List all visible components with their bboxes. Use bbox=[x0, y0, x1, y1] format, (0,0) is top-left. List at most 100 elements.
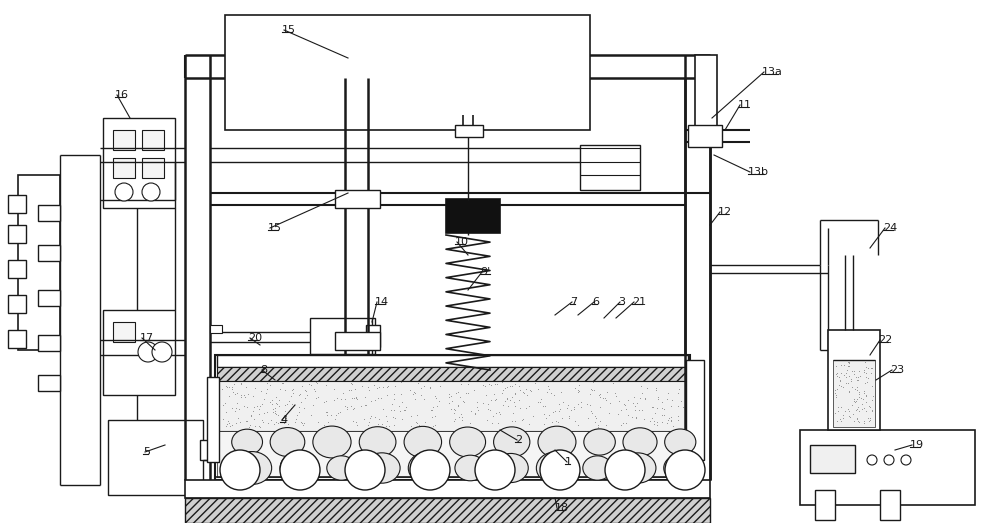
Bar bbox=[810, 445, 855, 473]
Ellipse shape bbox=[232, 451, 272, 484]
Text: 12: 12 bbox=[718, 207, 732, 217]
Bar bbox=[335, 190, 380, 208]
Text: 24: 24 bbox=[883, 223, 897, 233]
Bar bbox=[18, 175, 60, 350]
Bar bbox=[686, 360, 704, 460]
Ellipse shape bbox=[270, 428, 305, 457]
Circle shape bbox=[884, 455, 894, 465]
Bar bbox=[38, 290, 60, 306]
Text: 14: 14 bbox=[375, 297, 389, 307]
Bar bbox=[103, 118, 175, 208]
Bar bbox=[38, 375, 60, 391]
Bar bbox=[8, 260, 26, 278]
Bar bbox=[217, 367, 688, 381]
Bar bbox=[217, 431, 688, 477]
Text: 8: 8 bbox=[260, 365, 267, 375]
Bar bbox=[335, 332, 380, 350]
Circle shape bbox=[410, 450, 450, 490]
Circle shape bbox=[605, 450, 645, 490]
Text: 4: 4 bbox=[280, 415, 287, 425]
Text: 21: 21 bbox=[632, 297, 646, 307]
Bar bbox=[880, 490, 900, 520]
Ellipse shape bbox=[327, 456, 356, 480]
Text: 13b: 13b bbox=[748, 167, 769, 177]
Bar bbox=[210, 325, 222, 333]
Bar bbox=[828, 330, 880, 430]
Text: 9': 9' bbox=[480, 267, 490, 277]
Text: 17: 17 bbox=[140, 333, 154, 343]
Text: 18: 18 bbox=[555, 503, 569, 513]
Bar bbox=[207, 377, 219, 462]
Ellipse shape bbox=[404, 426, 442, 458]
Text: 2: 2 bbox=[515, 435, 522, 445]
Bar bbox=[113, 158, 135, 178]
Bar bbox=[103, 310, 175, 395]
Text: 10: 10 bbox=[455, 237, 469, 247]
Circle shape bbox=[901, 455, 911, 465]
Bar bbox=[800, 430, 975, 505]
Ellipse shape bbox=[455, 455, 486, 481]
Text: 23: 23 bbox=[890, 365, 904, 375]
Ellipse shape bbox=[665, 429, 696, 455]
Circle shape bbox=[540, 450, 580, 490]
Text: 15: 15 bbox=[268, 223, 282, 233]
Bar bbox=[108, 420, 203, 495]
Text: 3: 3 bbox=[618, 297, 625, 307]
Bar bbox=[833, 360, 875, 427]
Ellipse shape bbox=[280, 452, 319, 484]
Bar bbox=[113, 322, 135, 342]
Circle shape bbox=[115, 183, 133, 201]
Bar bbox=[200, 440, 215, 460]
Bar bbox=[815, 490, 835, 520]
Bar bbox=[217, 355, 688, 367]
Bar bbox=[215, 355, 690, 480]
Bar bbox=[38, 205, 60, 221]
Bar bbox=[217, 381, 688, 431]
Ellipse shape bbox=[583, 456, 612, 480]
Bar bbox=[695, 55, 717, 133]
Text: 19: 19 bbox=[910, 440, 924, 450]
Circle shape bbox=[152, 342, 172, 362]
Bar bbox=[580, 145, 640, 190]
Ellipse shape bbox=[664, 454, 696, 481]
Bar bbox=[38, 335, 60, 351]
Text: 13a: 13a bbox=[762, 67, 783, 77]
Circle shape bbox=[867, 455, 877, 465]
Bar bbox=[8, 195, 26, 213]
Circle shape bbox=[220, 450, 260, 490]
Bar bbox=[455, 125, 483, 137]
Text: 15: 15 bbox=[282, 25, 296, 35]
Bar bbox=[225, 15, 590, 130]
Bar bbox=[445, 198, 500, 233]
Text: 6: 6 bbox=[592, 297, 599, 307]
Ellipse shape bbox=[232, 429, 263, 455]
Bar bbox=[185, 498, 710, 523]
Circle shape bbox=[665, 450, 705, 490]
Ellipse shape bbox=[620, 453, 656, 483]
Circle shape bbox=[138, 342, 158, 362]
Ellipse shape bbox=[538, 426, 576, 458]
Circle shape bbox=[280, 450, 320, 490]
Ellipse shape bbox=[493, 453, 528, 483]
Circle shape bbox=[142, 183, 160, 201]
Bar bbox=[142, 130, 164, 150]
Text: 22: 22 bbox=[878, 335, 892, 345]
Text: 1: 1 bbox=[565, 457, 572, 467]
Bar bbox=[366, 325, 380, 347]
Text: 16: 16 bbox=[115, 90, 129, 100]
Ellipse shape bbox=[313, 426, 351, 458]
Text: 11: 11 bbox=[738, 100, 752, 110]
Ellipse shape bbox=[450, 427, 486, 457]
Bar bbox=[8, 225, 26, 243]
Ellipse shape bbox=[623, 428, 657, 456]
Bar bbox=[688, 125, 722, 147]
Circle shape bbox=[475, 450, 515, 490]
Bar bbox=[8, 295, 26, 313]
Bar bbox=[310, 318, 375, 354]
Ellipse shape bbox=[408, 452, 447, 484]
Ellipse shape bbox=[364, 453, 400, 483]
Ellipse shape bbox=[584, 429, 615, 455]
Circle shape bbox=[345, 450, 385, 490]
Ellipse shape bbox=[494, 427, 530, 457]
Text: 20: 20 bbox=[248, 333, 262, 343]
